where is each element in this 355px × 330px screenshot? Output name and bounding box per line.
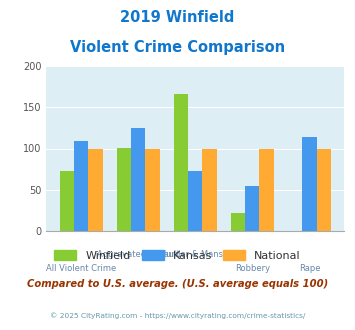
Text: Murder & Mans...: Murder & Mans...	[159, 250, 231, 259]
Legend: Winfield, Kansas, National: Winfield, Kansas, National	[54, 250, 301, 261]
Bar	[245, 185, 260, 231]
Bar	[260, 148, 274, 231]
Text: 2019 Winfield: 2019 Winfield	[120, 10, 235, 25]
Bar	[88, 148, 103, 231]
Bar	[117, 148, 131, 231]
Bar	[60, 171, 74, 231]
Bar	[188, 171, 202, 231]
Bar	[74, 141, 88, 231]
Bar	[174, 94, 188, 231]
Text: Violent Crime Comparison: Violent Crime Comparison	[70, 40, 285, 54]
Text: Robbery: Robbery	[235, 264, 270, 273]
Text: Compared to U.S. average. (U.S. average equals 100): Compared to U.S. average. (U.S. average …	[27, 279, 328, 289]
Bar	[317, 148, 331, 231]
Bar	[131, 128, 145, 231]
Text: Aggravated Assault: Aggravated Assault	[97, 250, 179, 259]
Bar	[202, 148, 217, 231]
Text: © 2025 CityRating.com - https://www.cityrating.com/crime-statistics/: © 2025 CityRating.com - https://www.city…	[50, 312, 305, 318]
Bar	[302, 137, 317, 231]
Bar	[145, 148, 160, 231]
Bar	[231, 213, 245, 231]
Text: Rape: Rape	[299, 264, 320, 273]
Text: All Violent Crime: All Violent Crime	[46, 264, 116, 273]
